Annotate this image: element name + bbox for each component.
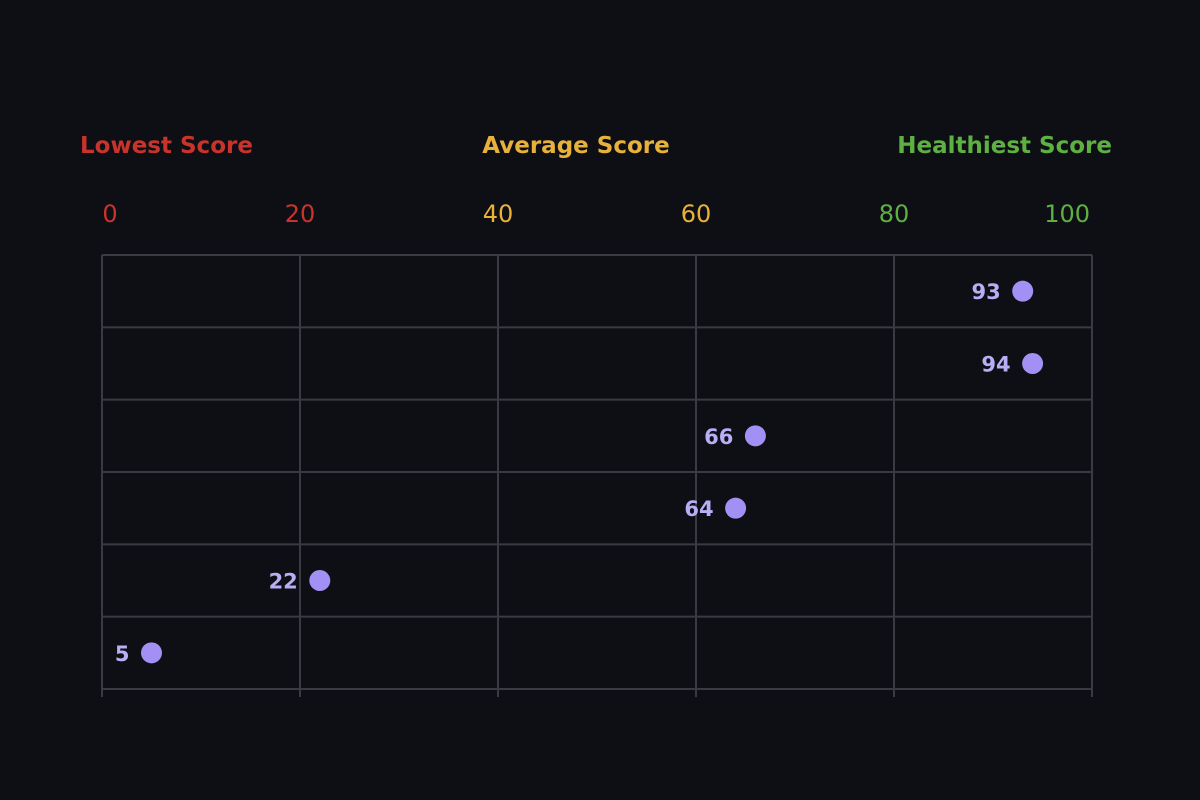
x-tick-label-40: 40 bbox=[483, 200, 514, 228]
band-labels: Lowest Score Average Score Healthiest Scor… bbox=[80, 133, 1112, 159]
data-label-94: 94 bbox=[981, 353, 1010, 377]
data-point-94 bbox=[1022, 353, 1044, 374]
x-tick-labels: 0 20 40 60 80 100 bbox=[102, 200, 1090, 228]
data-label-66: 66 bbox=[704, 425, 733, 449]
data-point-93 bbox=[1012, 280, 1034, 302]
data-points: 93 94 66 64 22 5 bbox=[115, 280, 1044, 666]
x-tick-label-20: 20 bbox=[285, 200, 316, 228]
data-label-93: 93 bbox=[971, 280, 1000, 304]
data-point-22 bbox=[309, 570, 331, 591]
data-point-66 bbox=[744, 425, 766, 447]
band-label-left: Lowest Score bbox=[80, 133, 253, 159]
data-point-5 bbox=[141, 642, 162, 664]
x-tick-label-80: 80 bbox=[879, 200, 910, 228]
x-tick-label-60: 60 bbox=[681, 200, 712, 228]
data-label-5: 5 bbox=[115, 642, 130, 666]
data-label-64: 64 bbox=[684, 497, 713, 521]
x-tick-label-0: 0 bbox=[102, 200, 117, 228]
x-tick-label-100: 100 bbox=[1044, 200, 1090, 228]
band-label-right: Healthiest Score bbox=[897, 133, 1112, 159]
data-point-64 bbox=[725, 497, 747, 519]
band-label-center: Average Score bbox=[482, 133, 669, 159]
data-label-22: 22 bbox=[269, 570, 298, 594]
grid bbox=[101, 254, 1093, 697]
